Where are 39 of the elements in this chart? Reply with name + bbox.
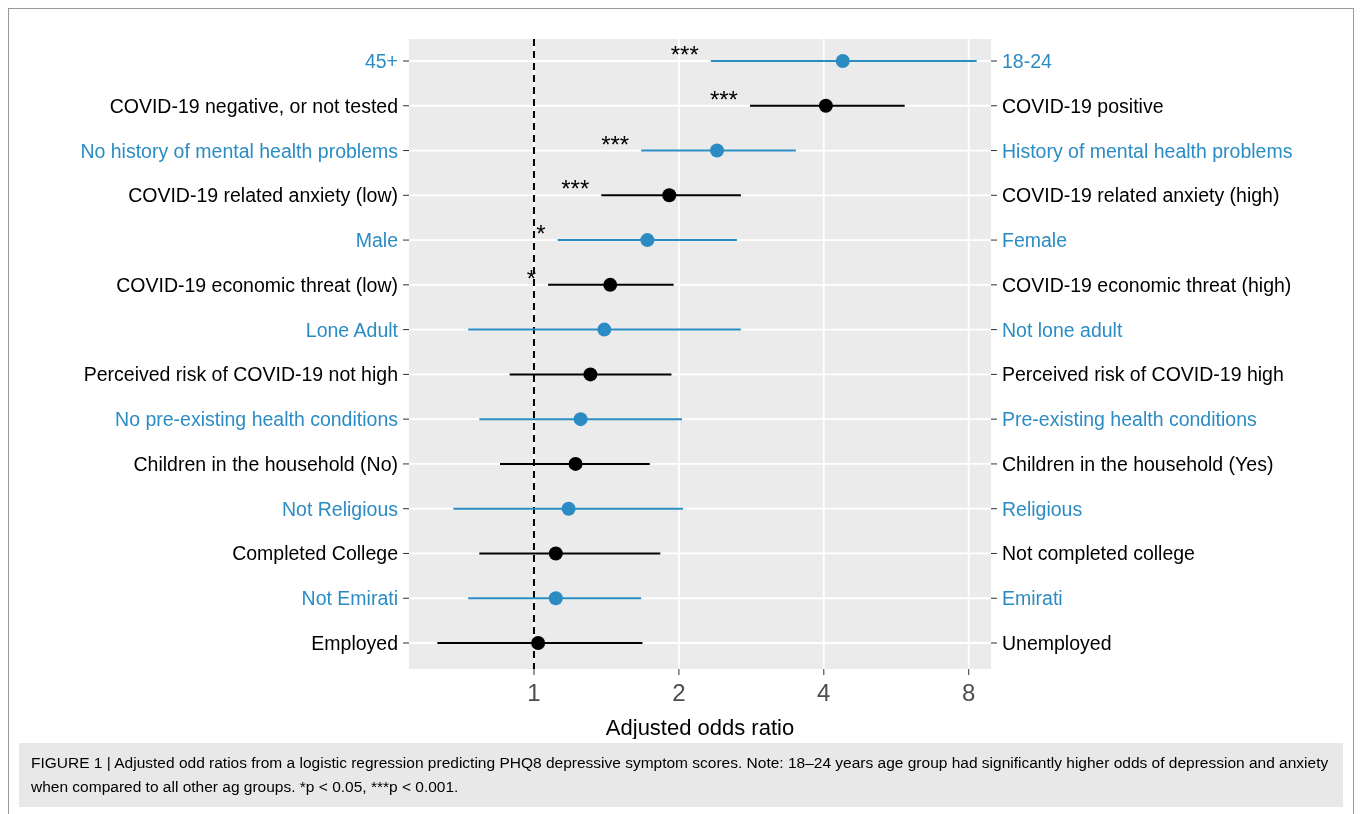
y-tick-label: No history of mental health problems <box>80 139 399 162</box>
y-tick-label: COVID-19 economic threat (low) <box>116 273 398 296</box>
y2-tick-label: COVID-19 positive <box>1002 94 1164 117</box>
y-tick-label: Completed College <box>232 542 398 565</box>
y2-tick-label: History of mental health problems <box>1002 139 1293 162</box>
y2-tick-label: Not completed college <box>1002 542 1195 565</box>
annotation: *** <box>670 41 699 68</box>
y-tick-label: 45+ <box>364 50 398 72</box>
y2-tick-label: Not lone adult <box>1002 318 1123 341</box>
y2-tick-label: Emirati <box>1002 587 1063 610</box>
y-tick-label: Male <box>355 229 398 252</box>
y-tick-label: Not Emirati <box>301 587 398 610</box>
y-tick-label: No pre-existing health conditions <box>115 408 399 431</box>
y-tick-label: COVID-19 negative, or not tested <box>109 94 398 117</box>
y2-tick-label: Perceived risk of COVID-19 high <box>1002 363 1284 386</box>
annotation: *** <box>709 85 738 113</box>
x-tick-label: 8 <box>962 679 976 706</box>
caption: FIGURE 1 | Adjusted odd ratios from a logistic regression predicting PHQ8 depressive symptom scores. Note: 18–24 years age group had significantly higher odds of depression and anxiety when compared to all other ag groups. *p < 0.05, ***p < 0.001. <box>31 753 1330 797</box>
y2-tick-label: 18-24 <box>1002 50 1053 72</box>
annotation: * <box>536 220 546 248</box>
y2-tick-label: Religious <box>1002 497 1083 520</box>
annotation: *** <box>561 175 590 203</box>
y2-tick-label: Children in the household (Yes) <box>1002 452 1274 475</box>
y2-tick-label: COVID-19 economic threat (high) <box>1002 273 1292 296</box>
x-tick-label: 2 <box>672 679 686 706</box>
y-tick-label: COVID-19 related anxiety (low) <box>128 184 398 207</box>
x-axis-title: Adjusted odds ratio <box>605 715 795 740</box>
x-tick-label: 4 <box>817 679 831 706</box>
annotation: *** <box>601 130 630 158</box>
y2-tick-label: Pre-existing health conditions <box>1002 408 1257 431</box>
y-tick-label: Children in the household (No) <box>133 452 398 475</box>
y-tick-label: Not Religious <box>282 497 399 520</box>
x-tick-label: 1 <box>527 679 541 706</box>
y-tick-label: Perceived risk of COVID-19 not high <box>83 363 398 386</box>
y2-tick-label: Female <box>1002 229 1068 252</box>
y-tick-label: Lone Adult <box>305 318 399 341</box>
y2-tick-label: COVID-19 related anxiety (high) <box>1002 184 1280 207</box>
y2-tick-label: Unemployed <box>1002 632 1112 654</box>
y-tick-label: Employed <box>311 632 398 654</box>
